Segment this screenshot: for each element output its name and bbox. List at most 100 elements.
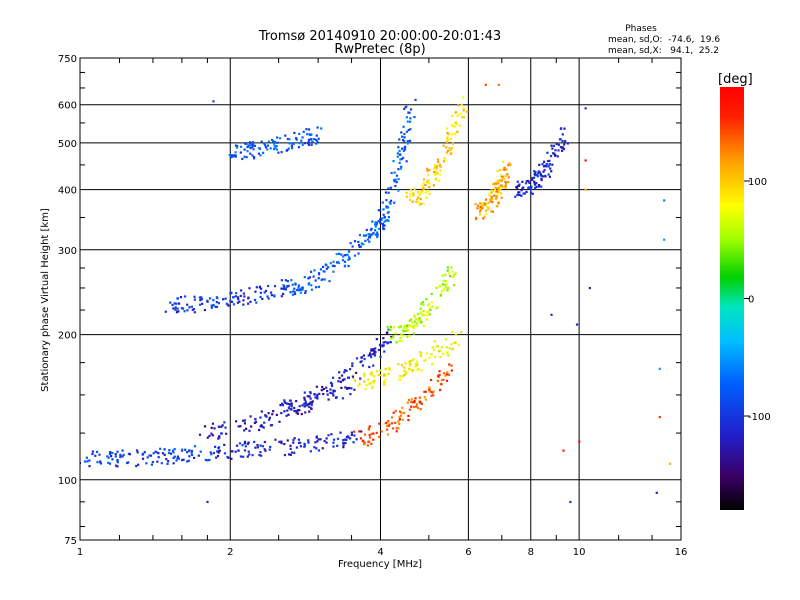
echo-point [454, 111, 458, 114]
echo-point [543, 160, 546, 163]
echo-point [516, 180, 519, 183]
echo-point [487, 208, 490, 211]
echo-point [442, 288, 446, 291]
echo-point [242, 299, 245, 302]
echo-point [500, 196, 503, 199]
echo-point [456, 114, 459, 118]
echo-point [329, 262, 332, 265]
echo-point [376, 234, 379, 237]
echo-point [128, 453, 132, 456]
echo-point [419, 354, 423, 357]
echo-point [288, 453, 291, 456]
echo-point [420, 369, 423, 372]
echo-point [394, 421, 397, 424]
echo-point [419, 307, 422, 310]
echo-point [462, 96, 465, 99]
echo-point [297, 284, 301, 287]
echo-point [317, 137, 320, 140]
echo-point [481, 205, 484, 208]
echo-point [321, 265, 325, 269]
echo-point [559, 127, 563, 130]
echo-point [301, 288, 304, 291]
echo-point [281, 404, 285, 407]
echo-point [96, 461, 99, 464]
echo-point [563, 127, 566, 130]
echo-point [400, 165, 403, 169]
echo-point [444, 273, 447, 277]
echo-point [211, 434, 214, 437]
echo-point [400, 333, 403, 336]
echo-point [242, 419, 245, 422]
echo-point [107, 461, 110, 464]
echo-point [341, 397, 345, 400]
echo-point [518, 193, 521, 197]
echo-point [167, 460, 170, 463]
echo-point [447, 373, 451, 376]
echo-point [383, 350, 386, 353]
echo-point [317, 277, 320, 280]
echo-point [242, 292, 245, 295]
echo-point [415, 360, 418, 363]
echo-point [287, 147, 290, 150]
echo-point [390, 335, 393, 339]
echo-point [430, 292, 433, 296]
echo-point [351, 362, 354, 365]
echo-point [349, 392, 352, 396]
echo-point [400, 412, 403, 415]
echo-point [376, 232, 379, 236]
echo-point [402, 156, 405, 159]
echo-point [374, 221, 377, 224]
echo-point [414, 397, 417, 400]
echo-point [367, 427, 371, 430]
echo-point [521, 180, 524, 183]
echo-point [430, 394, 433, 397]
echo-point [371, 385, 374, 388]
echo-point [386, 206, 390, 209]
echo-point [315, 385, 318, 388]
echo-point [248, 453, 251, 456]
echo-point [203, 308, 207, 312]
echo-point [166, 462, 169, 465]
echo-point [91, 452, 94, 456]
echo-point [264, 146, 268, 149]
echo-point [539, 173, 542, 176]
echo-point [533, 183, 536, 186]
echo-point [439, 355, 442, 359]
echo-point [368, 365, 371, 369]
echo-point [494, 182, 498, 186]
echo-point [337, 380, 340, 383]
echo-point [496, 190, 499, 193]
echo-point [181, 448, 184, 451]
echo-point [221, 424, 224, 427]
echo-point [436, 158, 440, 161]
echo-point [426, 189, 429, 192]
echo-point [127, 461, 130, 464]
echo-point [444, 279, 447, 283]
echo-point [172, 451, 175, 454]
echo-point [437, 160, 440, 164]
x-tick-label: 16 [675, 547, 688, 558]
echo-point [376, 235, 379, 239]
echo-point [435, 172, 438, 175]
echo-point [333, 389, 336, 393]
echo-point [298, 409, 301, 412]
echo-point [369, 228, 372, 232]
echo-point [483, 202, 487, 205]
echo-point [386, 331, 389, 334]
echo-point [543, 168, 546, 172]
echo-point [497, 191, 500, 194]
echo-point [412, 326, 415, 329]
echo-point [303, 405, 306, 408]
echo-point [410, 325, 413, 328]
echo-point [500, 179, 504, 182]
echo-point [456, 130, 459, 133]
echo-point [400, 339, 403, 343]
echo-point [541, 162, 544, 166]
echo-point [260, 424, 263, 427]
echo-point [329, 381, 333, 384]
echo-point [408, 367, 411, 370]
echo-point [294, 283, 297, 286]
echo-point [387, 191, 390, 194]
echo-point [413, 115, 416, 119]
echo-point [304, 411, 307, 414]
